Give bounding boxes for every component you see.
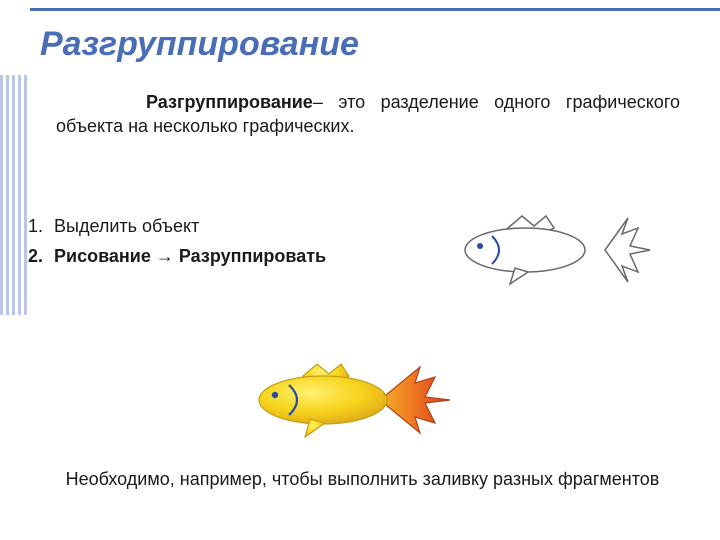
- steps-list: 1. Выделить объект 2. Рисование → Разруп…: [28, 212, 326, 271]
- definition-term: Разгруппирование: [146, 92, 313, 112]
- left-decorative-strip: [0, 75, 30, 315]
- step-number: 2.: [28, 242, 54, 272]
- list-item: 2. Рисование → Разруппировать: [28, 242, 326, 272]
- page-title: Разгруппирование: [40, 25, 359, 64]
- list-item: 1. Выделить объект: [28, 212, 326, 242]
- step-text: Выделить объект: [54, 212, 199, 242]
- step-text: Рисование → Разруппировать: [54, 242, 326, 272]
- step-number: 1.: [28, 212, 54, 242]
- definition-block: Разгруппирование– это разделение одного …: [56, 90, 680, 139]
- fish-outline-illustration: [450, 210, 660, 300]
- fish-colored-illustration: [245, 355, 465, 450]
- footer-note: Необходимо, например, чтобы выполнить за…: [65, 468, 660, 491]
- top-border: [30, 8, 720, 11]
